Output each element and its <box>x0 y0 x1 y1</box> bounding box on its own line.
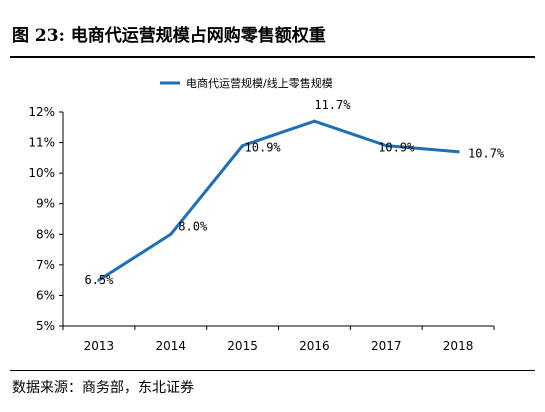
x-tick-label: 2013 <box>84 339 115 353</box>
y-tick-label: 8% <box>36 227 55 241</box>
source-rule <box>10 370 535 371</box>
data-label: 10.9% <box>245 141 282 155</box>
data-point <box>312 119 316 123</box>
title-rule <box>10 56 535 58</box>
y-tick-label: 9% <box>36 197 55 211</box>
data-point <box>97 278 101 282</box>
source-note: 数据来源：商务部，东北证券 <box>12 380 194 396</box>
data-point <box>169 232 173 236</box>
y-tick-label: 6% <box>36 288 55 302</box>
x-tick-label: 2017 <box>371 339 402 353</box>
data-label: 10.7% <box>468 147 505 161</box>
data-point <box>241 144 245 148</box>
data-label: 10.9% <box>378 141 415 155</box>
x-tick-label: 2014 <box>155 339 186 353</box>
y-tick-label: 12% <box>28 105 55 119</box>
data-label: 11.7% <box>314 98 351 112</box>
legend-label: 电商代运营规模/线上零售规模 <box>186 76 333 90</box>
data-point <box>456 150 460 154</box>
y-tick-label: 10% <box>28 166 55 180</box>
x-tick-label: 2015 <box>227 339 258 353</box>
line-chart: 5% 6% 7% 8% 9% 10% 11% 12% 2013 2014 2015 2016 2017 2… <box>28 76 505 353</box>
data-label: 6.5% <box>84 273 114 287</box>
data-point <box>384 144 388 148</box>
x-tick-label: 2016 <box>299 339 330 353</box>
data-label: 8.0% <box>178 219 208 233</box>
y-tick-label: 7% <box>36 258 55 272</box>
series-line <box>97 119 460 282</box>
y-tick-label: 11% <box>28 136 55 150</box>
figure-title: 图 23: 电商代运营规模占网购零售额权重 <box>12 26 326 46</box>
x-tick-label: 2018 <box>443 339 474 353</box>
y-tick-label: 5% <box>36 319 55 333</box>
